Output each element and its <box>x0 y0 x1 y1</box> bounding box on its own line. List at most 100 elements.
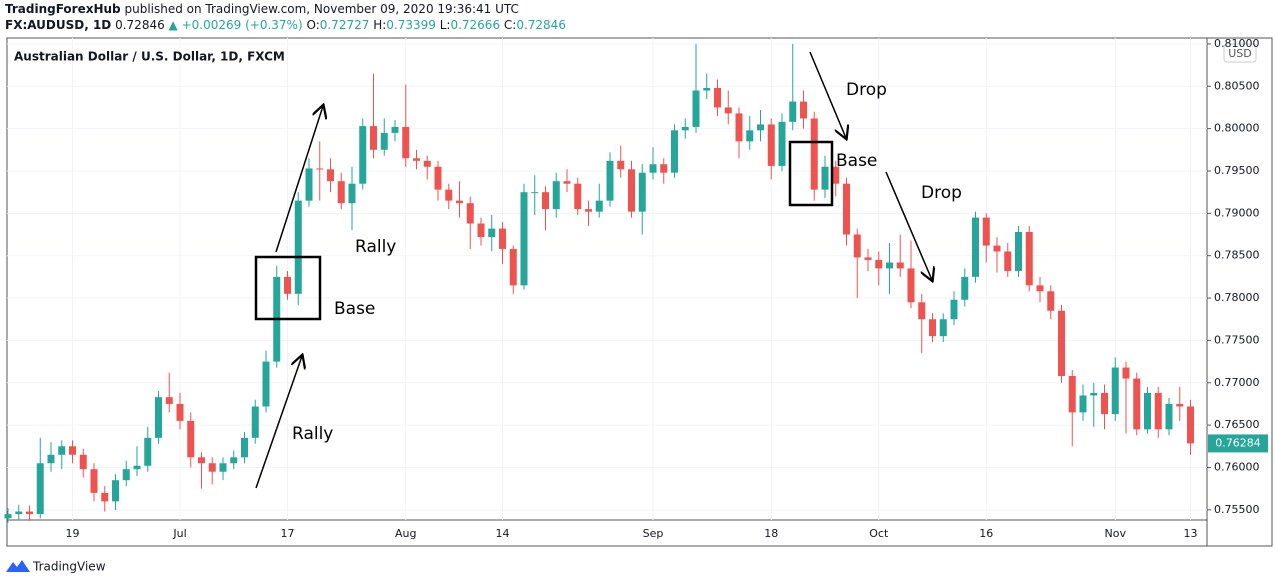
candle-body <box>101 492 109 502</box>
candle-body <box>1111 367 1119 415</box>
candle-body <box>423 160 431 167</box>
candle-body <box>896 262 904 269</box>
candle-body <box>251 406 259 438</box>
candle-body <box>90 469 98 493</box>
candle-body <box>1101 392 1108 415</box>
footer-brand: TradingView <box>32 560 106 574</box>
candle-body <box>262 361 270 407</box>
candle-body <box>133 465 141 470</box>
candle-body <box>294 200 302 294</box>
candle-body <box>434 166 442 190</box>
box <box>254 255 322 321</box>
candle-body <box>1176 403 1184 407</box>
candle-body <box>617 160 625 170</box>
candle-body <box>58 446 66 455</box>
candle-body <box>832 166 840 184</box>
candle-body <box>284 276 291 294</box>
candle-body <box>918 302 926 320</box>
h-value: 0.73399 <box>386 18 436 32</box>
candle-body <box>681 126 689 131</box>
candle-body <box>337 181 345 204</box>
candle-body <box>671 130 678 173</box>
candle-body <box>413 158 420 161</box>
candle-body <box>972 217 979 277</box>
candle-body <box>864 257 872 260</box>
o-value: 0.72727 <box>319 18 370 32</box>
candle-body <box>929 319 936 337</box>
x-tick-label: Oct <box>869 527 889 540</box>
published: published on TradingView.com, November 0… <box>124 2 519 16</box>
candle-body <box>165 397 173 404</box>
candle-body <box>810 118 818 190</box>
y-tick-label: 0.81000 <box>1214 37 1260 50</box>
candle-body <box>638 172 646 212</box>
candle-body <box>1122 367 1130 379</box>
candle-body <box>26 511 33 515</box>
candle-body <box>316 168 324 170</box>
candle-body <box>15 511 23 515</box>
candle-body <box>542 192 549 210</box>
candle-body <box>724 107 732 114</box>
candle-body <box>456 200 463 204</box>
annotation: Base <box>334 299 375 319</box>
l-label: L: <box>439 18 451 32</box>
candle-body <box>628 169 635 212</box>
candle-body <box>585 209 592 212</box>
candle-body <box>47 454 55 464</box>
candle-body <box>520 192 528 286</box>
candle-body <box>155 397 162 438</box>
y-tick-label: 0.75500 <box>1214 503 1260 516</box>
candle-body <box>746 130 754 142</box>
candle-body <box>391 126 399 133</box>
currency: USD <box>1228 47 1252 60</box>
candle-body <box>789 101 797 122</box>
y-tick-label: 0.79500 <box>1214 164 1260 177</box>
candle-body <box>993 245 1001 252</box>
candle-body <box>606 160 614 201</box>
candle-body <box>1079 395 1087 413</box>
c-label: C: <box>503 18 517 32</box>
candle-body <box>69 446 76 455</box>
candle-body <box>466 203 474 224</box>
candle-body <box>982 217 990 246</box>
candle-body <box>595 200 603 212</box>
candle-body <box>1058 310 1065 376</box>
price: 0.72846 <box>115 18 165 32</box>
arrow <box>275 106 323 253</box>
candle-body <box>348 183 356 204</box>
candle-body <box>380 132 388 150</box>
candle-body <box>649 164 657 173</box>
candle-body <box>488 228 496 238</box>
last-price-box <box>1208 434 1268 453</box>
candle-body <box>800 101 807 119</box>
candle-body <box>875 259 883 269</box>
candle-body <box>1047 291 1055 311</box>
annotation: Base <box>836 151 877 171</box>
currency-box <box>1223 43 1257 63</box>
annotation: Drop <box>846 80 887 100</box>
candle-body <box>692 90 700 127</box>
candle-body <box>477 223 485 238</box>
x-tick-label: 17 <box>281 527 295 540</box>
frame <box>6 37 1273 547</box>
annotation: Rally <box>292 424 333 444</box>
candle-body <box>187 420 195 458</box>
candle-body <box>1133 378 1141 430</box>
candle-body <box>531 192 539 194</box>
last-price-label: 0.76284 <box>1215 436 1261 449</box>
y-tick-label: 0.76500 <box>1214 418 1260 431</box>
arrow <box>255 356 302 489</box>
publisher: TradingForexHub <box>5 2 121 16</box>
symbol: FX:AUDUSD, 1D <box>5 18 112 32</box>
candle-body <box>499 228 506 249</box>
candle-body <box>1068 375 1076 413</box>
candle-body <box>843 183 850 235</box>
candle-body <box>79 454 87 470</box>
candle-body <box>4 514 12 519</box>
h-label: H: <box>373 18 387 32</box>
candle-body <box>778 121 786 166</box>
candle-body <box>574 183 582 210</box>
candle-body <box>757 124 764 131</box>
x-tick-label: Aug <box>395 527 416 540</box>
